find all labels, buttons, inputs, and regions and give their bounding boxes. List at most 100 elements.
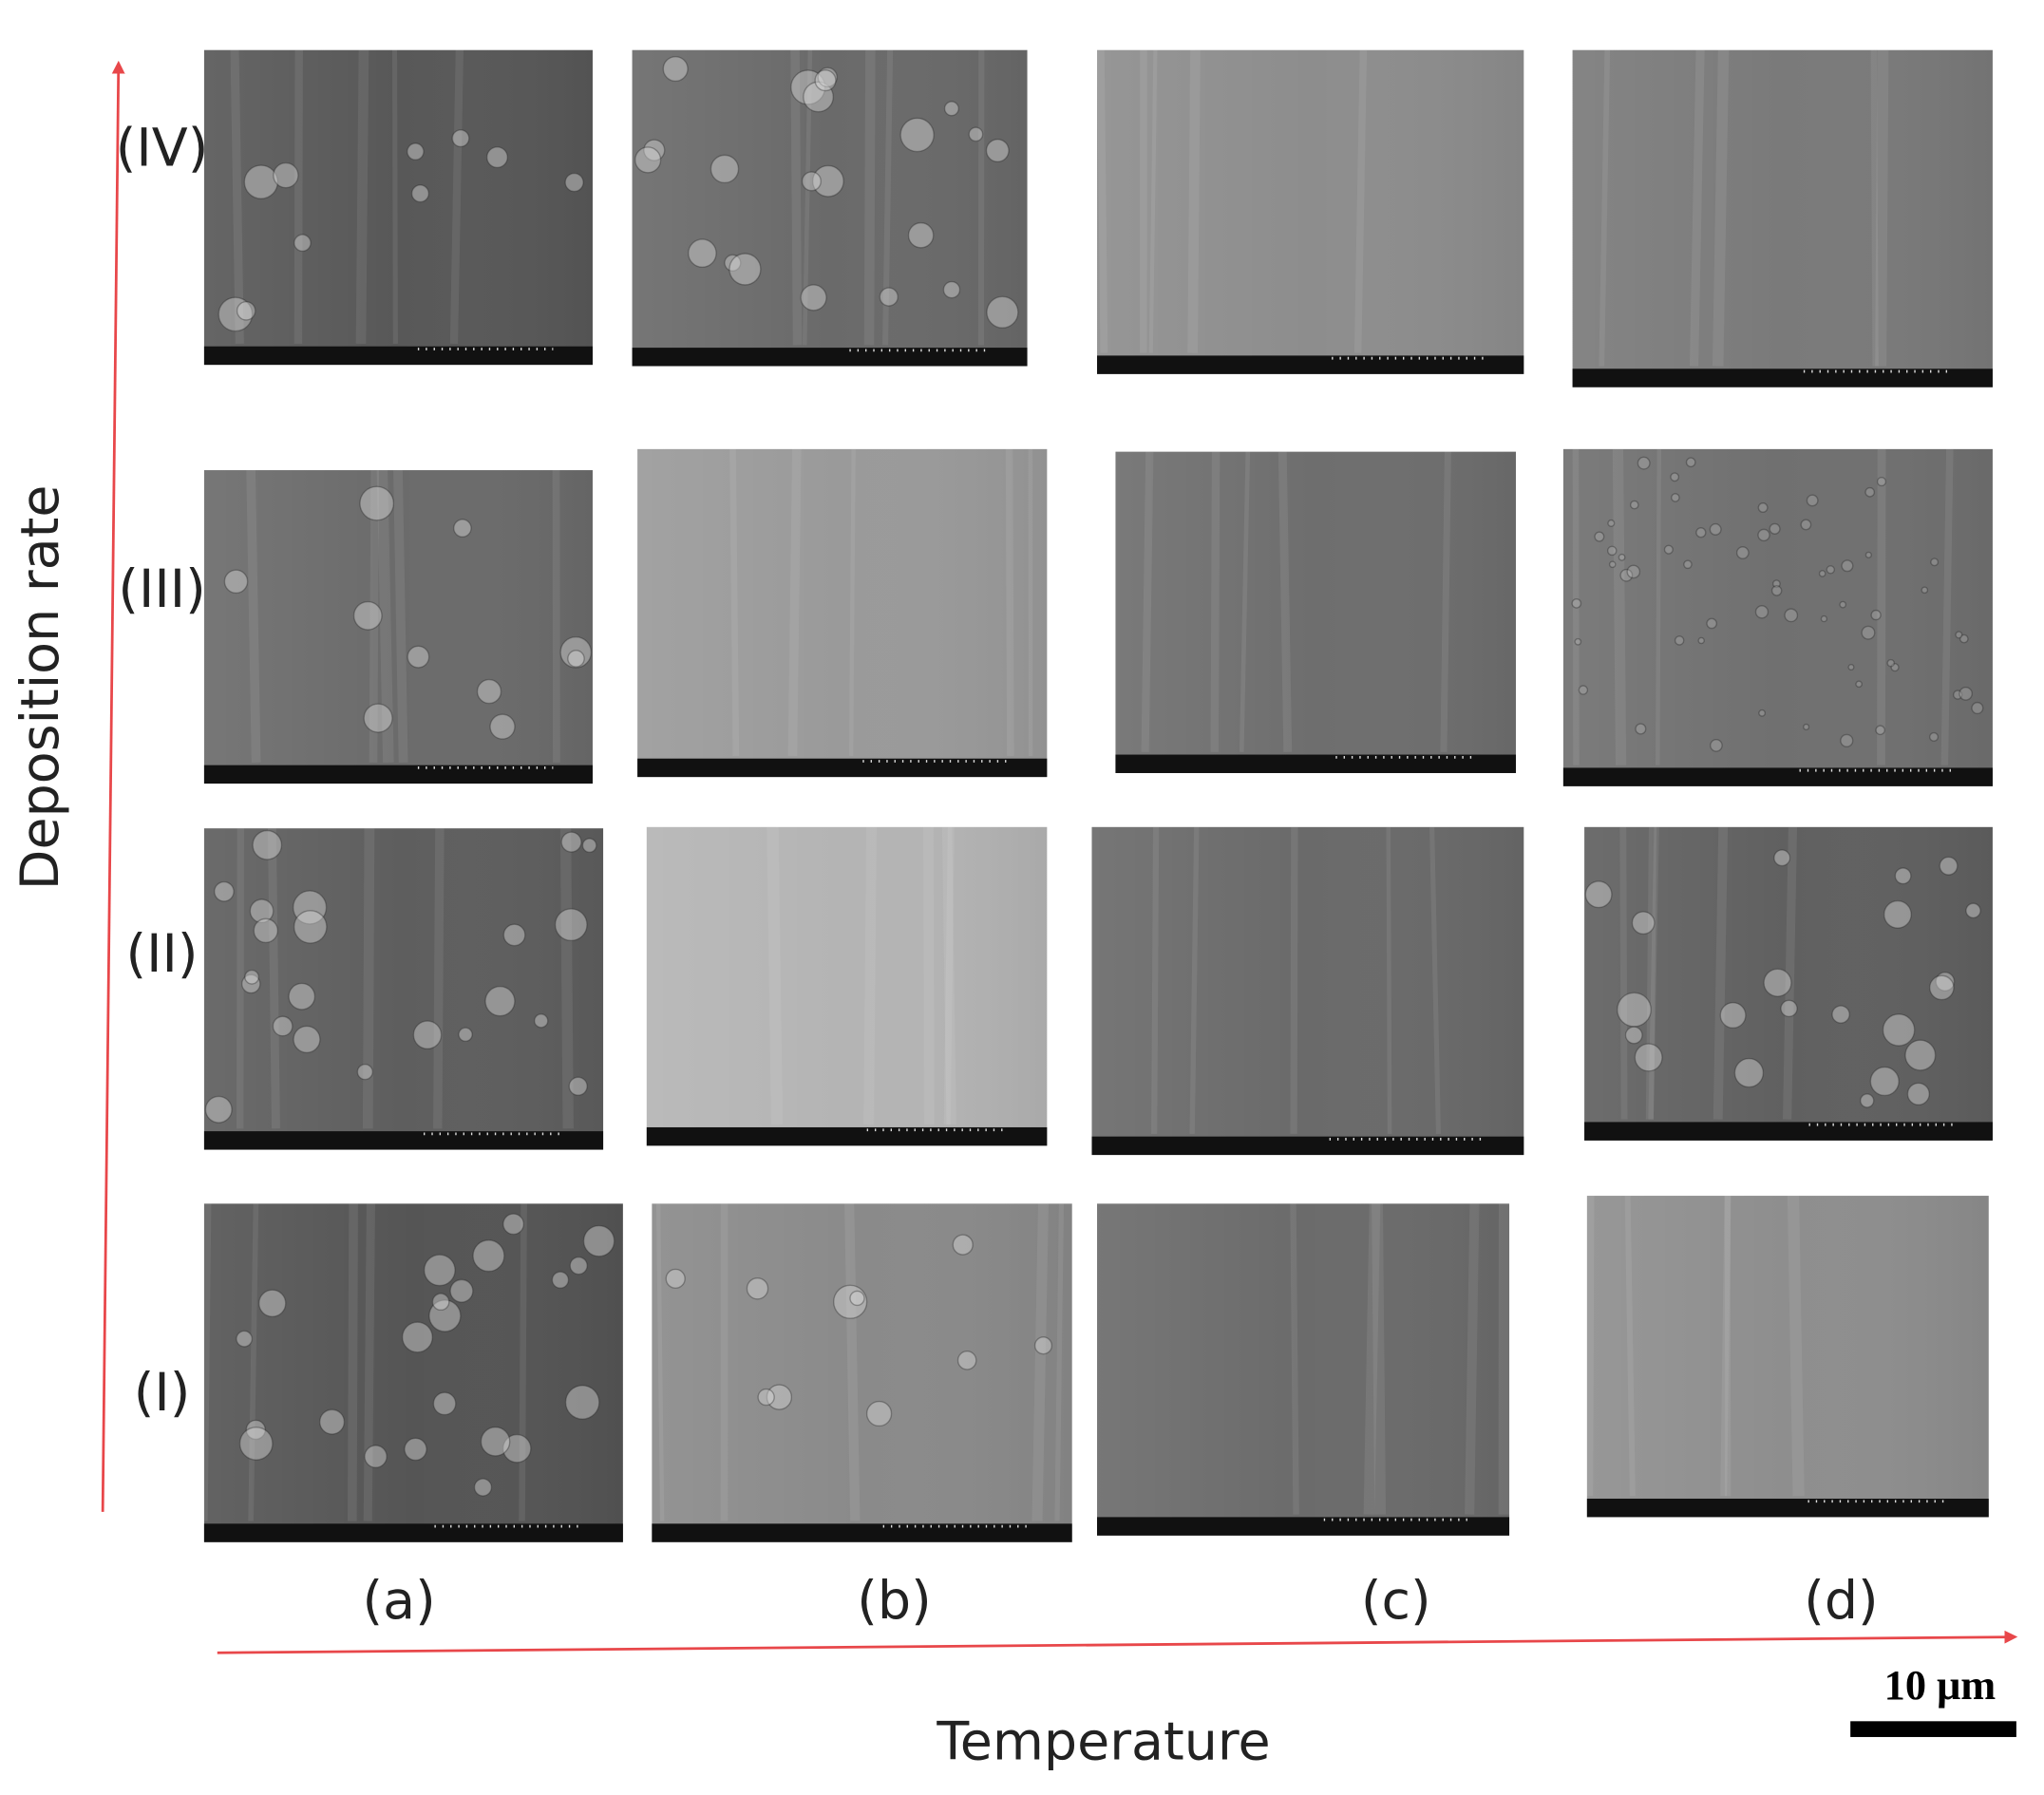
sem-feature — [1769, 522, 1781, 535]
sem-feature — [293, 1025, 321, 1054]
sem-streak — [1239, 451, 1251, 752]
sem-streak — [433, 828, 445, 1129]
sem-feature — [1584, 880, 1613, 909]
sem-streak — [1648, 826, 1659, 1120]
sem-streak — [766, 826, 784, 1125]
sem-feature — [1952, 690, 1963, 700]
sem-feature — [1800, 519, 1812, 531]
column-label: (b) — [857, 1571, 931, 1632]
sem-streak — [355, 49, 369, 344]
sem-feature — [1618, 553, 1626, 561]
row-label: (III) — [118, 559, 205, 620]
sem-feature — [1670, 472, 1680, 482]
sem-streak — [449, 49, 464, 345]
sem-streak — [790, 49, 803, 346]
sem-info-bar — [646, 1126, 1048, 1146]
sem-feature — [1578, 685, 1589, 695]
sem-feature — [318, 1408, 346, 1435]
sem-feature — [688, 238, 717, 268]
sem-streak — [1689, 49, 1705, 367]
sem-feature — [1780, 999, 1798, 1018]
sem-feature — [1855, 680, 1863, 689]
sem-streak — [863, 826, 877, 1125]
sem-shading — [1097, 1203, 1510, 1536]
sem-feature — [1706, 617, 1717, 630]
sem-feature — [449, 1278, 474, 1303]
sem-feature — [428, 1299, 462, 1332]
sem-streak — [1875, 49, 1889, 367]
sem-feature — [236, 1330, 254, 1348]
sem-feature — [1826, 565, 1835, 575]
sem-info-bar — [1091, 1136, 1524, 1156]
sem-streak — [1210, 451, 1221, 752]
sem-shading — [632, 49, 1028, 367]
sem-feature — [811, 164, 844, 198]
sem-streak — [293, 49, 303, 344]
sem-feature — [1619, 568, 1634, 582]
sem-feature — [1930, 557, 1940, 567]
sem-feature — [1674, 635, 1685, 646]
sem-streak — [1584, 1196, 1595, 1497]
sem-streak — [1656, 448, 1662, 765]
sem-feature — [359, 485, 395, 521]
sem-feature — [849, 1290, 865, 1307]
sem-shading — [646, 826, 1048, 1146]
sem-streak — [729, 448, 740, 756]
sem-feature — [1574, 637, 1582, 646]
sem-streak — [1599, 49, 1611, 367]
sem-streak — [1031, 1203, 1050, 1521]
sem-feature — [244, 969, 260, 985]
sem-feature — [472, 1239, 505, 1273]
sem-feature — [581, 838, 597, 854]
sem-feature — [1860, 1093, 1875, 1108]
sem-feature — [432, 1391, 457, 1416]
sem-feature — [1955, 631, 1963, 639]
sem-streak — [236, 828, 245, 1129]
sem-streak — [1096, 49, 1108, 353]
sem-feature — [293, 910, 328, 944]
sem-feature — [401, 1321, 433, 1353]
sem-streak — [267, 828, 280, 1129]
sem-shading — [1572, 49, 1993, 387]
sem-feature — [1695, 527, 1707, 538]
column-label: (c) — [1361, 1571, 1431, 1632]
sem-feature — [1959, 687, 1973, 701]
sem-streak — [863, 49, 876, 346]
sem-streak — [1187, 49, 1201, 353]
sem-feature — [724, 254, 742, 272]
sem-feature — [1971, 701, 1984, 715]
sem-feature — [476, 678, 502, 705]
sem-shading — [1584, 826, 1993, 1141]
sem-feature — [218, 296, 254, 332]
sem-info-bar — [203, 346, 593, 366]
y-axis-arrow — [101, 60, 125, 1512]
row-label: (I) — [134, 1363, 191, 1424]
sem-streak — [1429, 826, 1441, 1134]
sem-streak — [559, 828, 574, 1129]
sem-feature — [1571, 597, 1582, 609]
x-axis-arrow — [217, 1630, 2018, 1654]
sem-feature — [1886, 658, 1896, 668]
sem-feature — [567, 650, 585, 668]
sem-feature — [817, 66, 838, 88]
sem-info-bar — [203, 1523, 623, 1542]
sem-feature — [410, 184, 430, 203]
sem-shading — [637, 448, 1048, 778]
sem-feature — [665, 1268, 686, 1290]
sem-feature — [1637, 456, 1651, 470]
sem-feature — [241, 973, 261, 994]
sem-feature — [1719, 1002, 1747, 1030]
sem-feature — [634, 146, 662, 174]
sem-feature — [814, 69, 837, 92]
sem-feature — [1820, 614, 1828, 623]
sem-feature — [1685, 457, 1696, 468]
sem-feature — [564, 1385, 600, 1420]
sem-feature — [236, 301, 256, 321]
sem-feature — [1959, 633, 1969, 644]
sem-feature — [1606, 545, 1618, 557]
sem-feature — [1635, 723, 1647, 735]
sem-feature — [1939, 856, 1959, 876]
sem-feature — [643, 139, 666, 161]
sem-feature — [1965, 902, 1981, 919]
